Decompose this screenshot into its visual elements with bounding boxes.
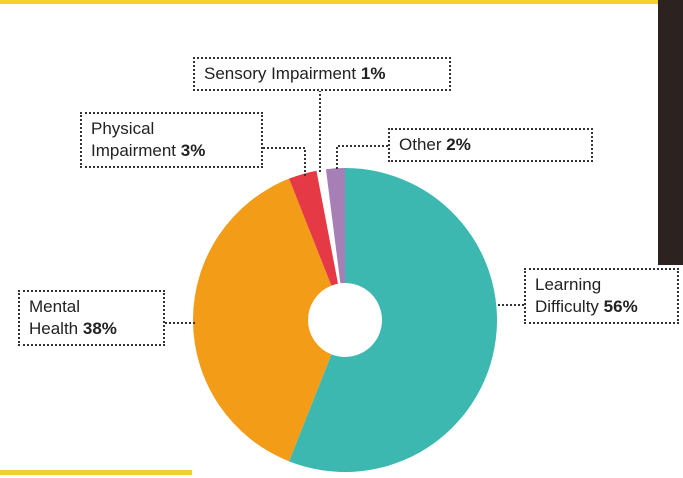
slice	[193, 178, 332, 462]
category-name: Mental Health	[29, 297, 81, 338]
leader-line	[263, 147, 306, 176]
photo-edge	[658, 0, 683, 265]
slice-label: Other 2%	[388, 128, 593, 162]
category-name: Sensory Impairment	[204, 64, 357, 83]
leader-lines	[165, 90, 524, 324]
slice	[325, 168, 345, 284]
leader-line	[336, 145, 388, 170]
top-accent	[0, 0, 683, 4]
slice-label: Sensory Impairment 1%	[193, 57, 451, 91]
value-label: 38%	[82, 319, 117, 338]
slice-label: Learning Difficulty 56%	[524, 268, 679, 324]
bottom-accent	[0, 470, 192, 475]
category-name: Learning Difficulty	[535, 275, 602, 316]
slice-label: Mental Health 38%	[18, 290, 165, 346]
slice	[289, 170, 339, 286]
category-name: Physical Impairment	[91, 119, 177, 160]
value-label: 56%	[603, 297, 638, 316]
slice	[316, 169, 341, 284]
slice	[289, 168, 497, 472]
category-name: Other	[399, 135, 442, 154]
value-label: 2%	[446, 135, 471, 154]
value-label: 3%	[180, 141, 206, 160]
slice-label: Physical Impairment 3%	[80, 112, 263, 168]
value-label: 1%	[360, 64, 386, 83]
